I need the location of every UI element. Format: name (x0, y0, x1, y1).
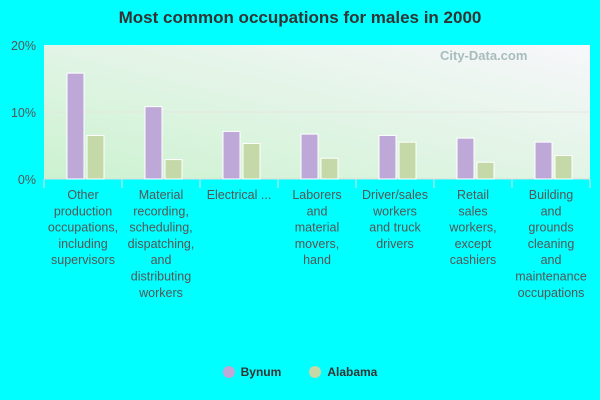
x-tick-label: Material recording, scheduling, dispatching… (128, 188, 195, 300)
x-tick-label: Other production occupations, including supe… (48, 188, 118, 267)
legend-label: Alabama (327, 365, 378, 379)
bar-alabama[interactable] (554, 155, 573, 180)
x-tick-label: Retail sales workers, except cashiers (448, 188, 496, 267)
legend: Bynum Alabama (0, 365, 600, 379)
bar-bynum[interactable] (534, 141, 553, 180)
bar-bynum[interactable] (66, 72, 85, 180)
x-tick-label: Electrical ... (207, 188, 272, 202)
x-tick-label: Laborers and material movers, hand (292, 188, 341, 267)
bar-bynum[interactable] (222, 130, 241, 180)
legend-item-alabama[interactable]: Alabama (309, 365, 377, 379)
x-tick-label: Driver/sales workers and truck drivers (362, 188, 428, 251)
y-tick-label: 10% (11, 106, 36, 120)
y-tick-label: 20% (11, 39, 36, 53)
bar-alabama[interactable] (242, 142, 261, 180)
x-tick-label: Building and grounds cleaning and maintenance… (515, 188, 587, 300)
bar-bynum[interactable] (378, 134, 397, 180)
bar-alabama[interactable] (476, 161, 495, 180)
legend-swatch (309, 366, 322, 378)
chart-title: Most common occupations for males in 200… (118, 8, 482, 27)
bar-bynum[interactable] (456, 137, 475, 180)
bar-alabama[interactable] (164, 159, 183, 180)
bar-bynum[interactable] (144, 106, 163, 180)
legend-swatch (222, 366, 235, 378)
bar-alabama[interactable] (320, 157, 339, 180)
bar-alabama[interactable] (398, 141, 417, 180)
bar-bynum[interactable] (300, 133, 319, 180)
bar-alabama[interactable] (86, 134, 105, 180)
y-tick-label: 0% (18, 173, 36, 187)
legend-label: Bynum (240, 365, 282, 379)
watermark: City-Data.com (440, 48, 527, 63)
legend-item-bynum[interactable]: Bynum (222, 365, 282, 379)
